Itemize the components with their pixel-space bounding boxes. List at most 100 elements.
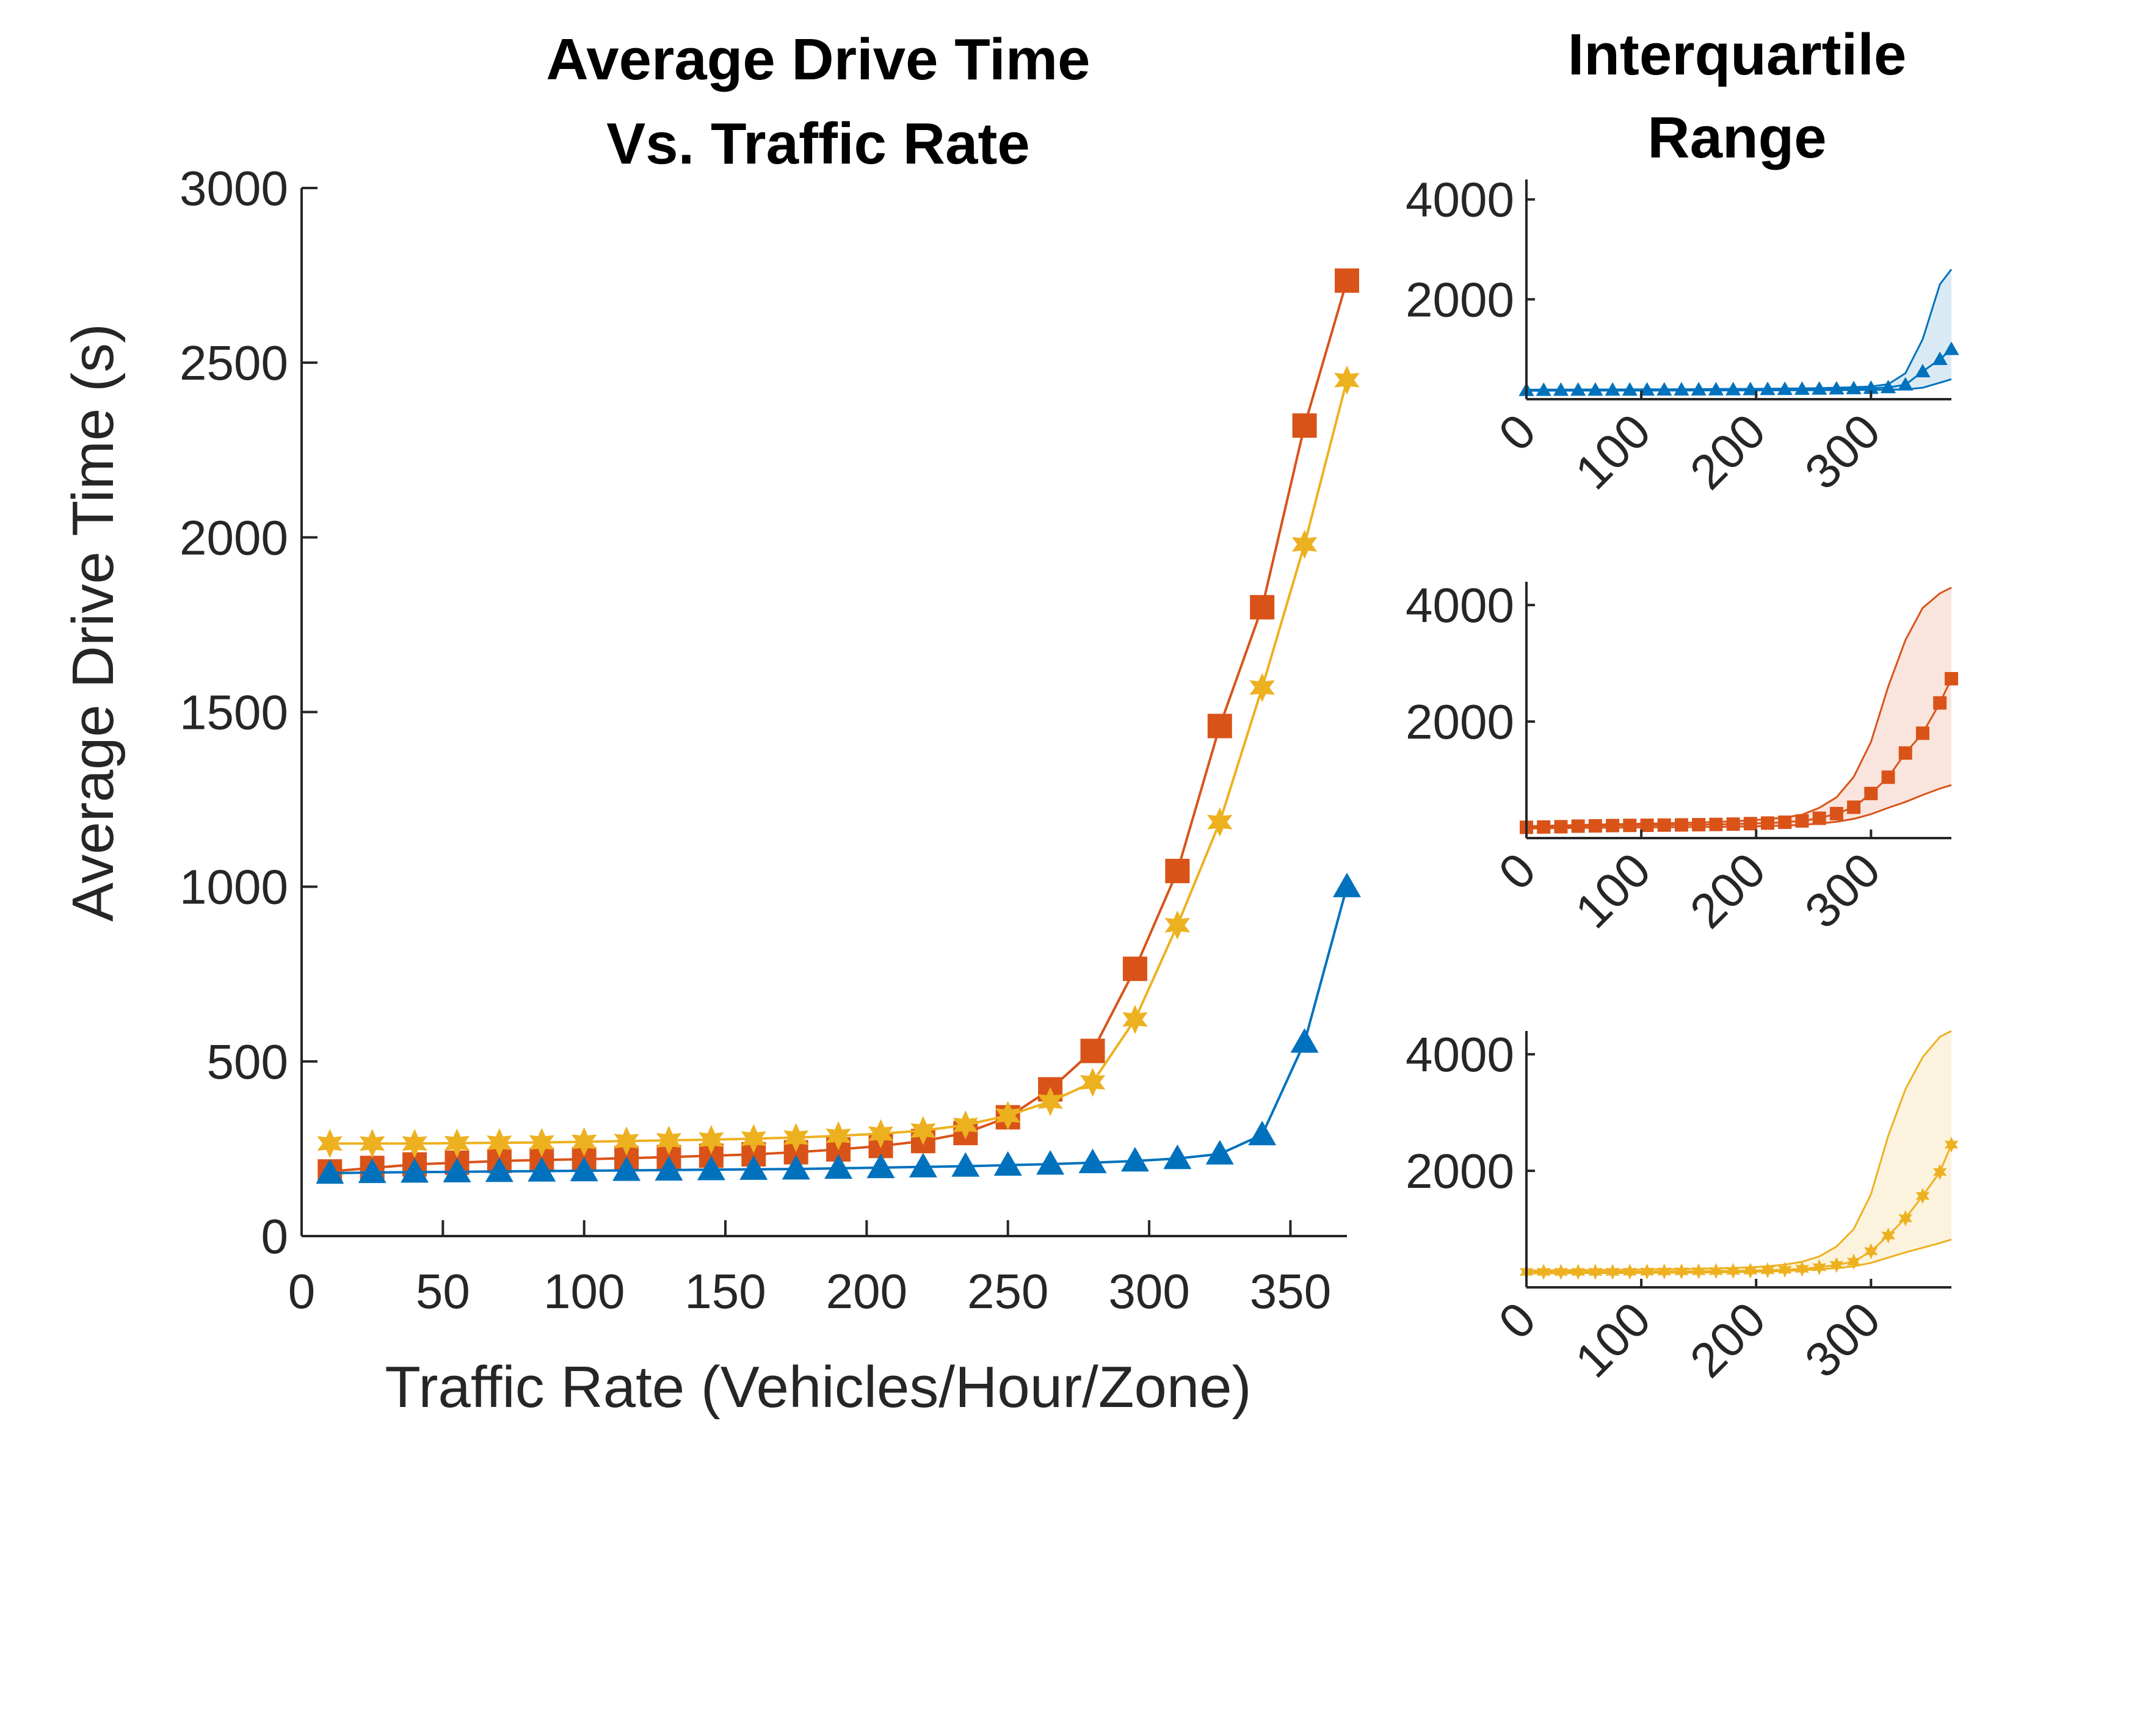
iqr-mean-point-yellow <box>1657 1263 1672 1280</box>
main-y-axis-label: Average Drive Time (s) <box>60 324 126 922</box>
main-point-yellow <box>487 1128 512 1158</box>
iqr-mean-point-orange <box>1864 786 1878 800</box>
iqr-mean-point-blue <box>1536 382 1551 396</box>
iqr-mean-point-yellow <box>1743 1262 1758 1279</box>
main-point-blue <box>1120 1146 1149 1172</box>
iqr-x-tick-label: 0 <box>1489 1292 1546 1349</box>
main-point-blue <box>993 1151 1022 1176</box>
main-x-tick-label: 100 <box>543 1264 625 1318</box>
iqr-mean-point-orange <box>1606 819 1620 833</box>
iqr-x-tick-label: 100 <box>1565 842 1661 938</box>
iqr-mean-point-blue <box>1880 380 1896 394</box>
iqr-mean-point-orange <box>1640 819 1654 832</box>
main-point-blue <box>739 1155 768 1180</box>
iqr-mean-point-blue <box>1605 382 1620 396</box>
main-point-blue <box>570 1156 598 1182</box>
iqr-band-orange <box>1526 587 1951 829</box>
main-point-blue <box>1205 1140 1234 1165</box>
iqr-mean-point-orange <box>1812 811 1826 825</box>
main-point-blue <box>401 1158 429 1183</box>
iqr-x-tick-label: 200 <box>1680 403 1776 499</box>
main-point-yellow <box>910 1116 936 1146</box>
iqr-mean-point-orange <box>1674 818 1688 832</box>
iqr-mean-point-blue <box>1898 377 1914 391</box>
main-point-yellow <box>656 1126 682 1156</box>
iqr-mean-point-yellow <box>1777 1261 1792 1278</box>
main-point-yellow <box>359 1129 385 1159</box>
iqr-mean-point-blue <box>1570 382 1586 396</box>
main-x-tick-label: 350 <box>1250 1264 1331 1318</box>
iqr-mean-point-orange <box>1623 819 1637 833</box>
main-point-blue <box>316 1159 344 1184</box>
iqr-mean-point-yellow <box>1915 1187 1930 1204</box>
iqr-mean-point-orange <box>1692 818 1706 832</box>
iqr-x-tick-label: 200 <box>1680 1292 1776 1387</box>
iqr-mean-point-yellow <box>1881 1227 1895 1244</box>
iqr-mean-point-blue <box>1829 381 1845 395</box>
main-point-yellow <box>741 1124 767 1154</box>
main-y-tick-label: 0 <box>261 1209 289 1264</box>
main-point-blue <box>782 1155 810 1180</box>
iqr-mean-point-orange <box>1761 816 1775 830</box>
iqr-mean-point-yellow <box>1588 1264 1603 1280</box>
main-point-orange <box>1207 714 1232 739</box>
iqr-y-tick-label: 2000 <box>1406 272 1514 327</box>
main-point-blue <box>909 1152 937 1177</box>
main-point-yellow <box>1122 1005 1148 1035</box>
main-x-tick-label: 50 <box>416 1264 470 1318</box>
main-point-blue <box>612 1156 641 1181</box>
main-point-blue <box>1163 1144 1192 1170</box>
iqr-mean-point-yellow <box>1708 1263 1723 1279</box>
iqr-x-tick-label: 0 <box>1489 403 1546 461</box>
main-point-blue <box>951 1152 980 1177</box>
main-point-blue <box>824 1154 853 1179</box>
main-point-blue <box>443 1157 471 1182</box>
iqr-x-tick-label: 100 <box>1565 1292 1661 1387</box>
iqr-mean-point-blue <box>1915 363 1931 378</box>
iqr-mean-point-orange <box>1795 814 1809 828</box>
iqr-x-tick-label: 300 <box>1794 842 1890 938</box>
iqr-x-tick-label: 0 <box>1489 842 1546 900</box>
iqr-mean-point-blue <box>1639 382 1655 396</box>
iqr-mean-point-yellow <box>1932 1163 1947 1181</box>
iqr-mean-point-yellow <box>1944 1136 1959 1153</box>
iqr-mean-point-blue <box>1725 382 1741 396</box>
main-point-yellow <box>444 1128 470 1158</box>
main-chart-title-line1: Average Drive Time <box>546 27 1090 92</box>
main-point-yellow <box>614 1126 639 1156</box>
iqr-mean-point-orange <box>1881 770 1895 784</box>
iqr-mean-point-orange <box>1743 817 1757 831</box>
iqr-mean-point-orange <box>1709 817 1723 831</box>
iqr-mean-point-orange <box>1915 726 1929 740</box>
iqr-mean-point-yellow <box>1898 1210 1913 1227</box>
iqr-title-line1: Interquartile <box>1568 22 1907 87</box>
main-point-yellow <box>571 1127 597 1157</box>
main-point-blue <box>1290 1028 1319 1053</box>
iqr-mean-point-orange <box>1588 819 1602 833</box>
main-point-blue <box>1333 872 1361 897</box>
iqr-mean-point-yellow <box>1795 1260 1809 1277</box>
main-point-yellow <box>1164 910 1191 940</box>
main-point-yellow <box>698 1125 724 1155</box>
iqr-title-line2: Range <box>1647 105 1826 170</box>
main-point-yellow <box>402 1129 427 1159</box>
main-point-orange <box>1250 595 1275 620</box>
iqr-mean-point-yellow <box>1846 1253 1861 1270</box>
main-point-orange <box>1335 268 1359 293</box>
main-x-tick-label: 200 <box>826 1264 907 1318</box>
iqr-mean-point-yellow <box>1691 1263 1706 1279</box>
iqr-band-blue <box>1526 269 1951 391</box>
iqr-mean-point-blue <box>1943 341 1959 355</box>
main-point-yellow <box>1206 807 1233 837</box>
iqr-mean-point-orange <box>1898 746 1912 760</box>
main-point-blue <box>358 1158 386 1184</box>
main-chart: 0 500 1000 1500 2000 2500 3000 0 50 100 150 200 250 3… <box>180 161 1361 1318</box>
iqr-mean-point-blue <box>1656 382 1672 396</box>
iqr-y-tick-label: 4000 <box>1406 1027 1514 1082</box>
iqr-mean-point-orange <box>1571 819 1585 833</box>
iqr-mean-point-blue <box>1932 351 1948 366</box>
iqr-y-tick-label: 2000 <box>1406 1144 1514 1198</box>
iqr-panel-blue: 2000 4000 0 100 200 300 <box>1406 173 1959 499</box>
iqr-mean-point-yellow <box>1571 1264 1586 1280</box>
